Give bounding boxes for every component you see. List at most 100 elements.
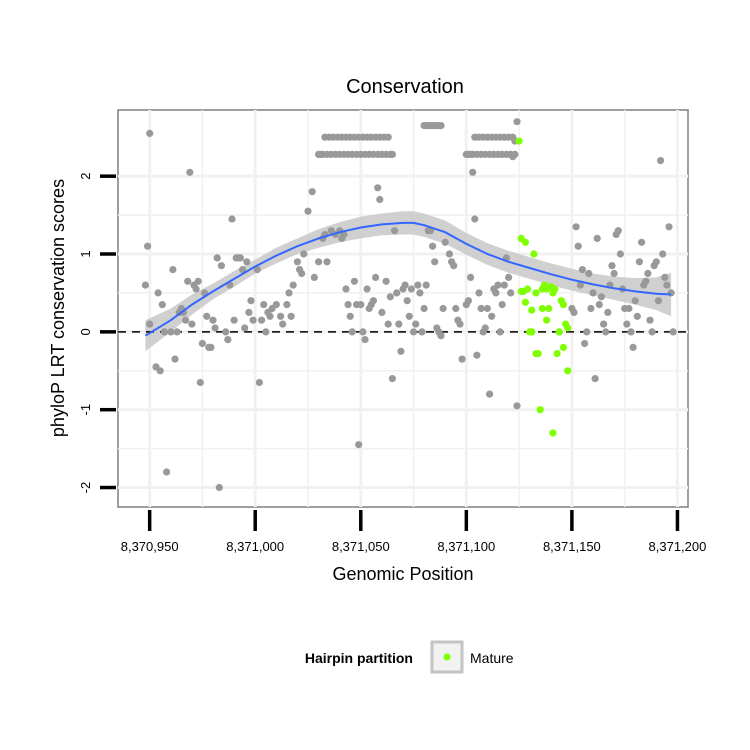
data-point — [186, 168, 194, 176]
data-point — [253, 266, 261, 274]
data-point — [488, 312, 496, 320]
data-point — [188, 320, 196, 328]
data-point — [467, 273, 475, 281]
data-point — [414, 281, 422, 289]
data-point — [171, 355, 179, 363]
mature-point — [532, 289, 540, 297]
data-point — [228, 215, 236, 223]
data-point — [372, 273, 380, 281]
data-point — [587, 304, 595, 313]
data-point — [627, 328, 635, 336]
data-point — [420, 304, 428, 313]
data-point — [431, 258, 439, 266]
data-point — [141, 281, 149, 289]
mature-point — [564, 367, 572, 375]
data-point — [475, 289, 483, 297]
x-axis-title: Genomic Position — [332, 564, 473, 584]
data-point — [507, 289, 515, 297]
data-point — [456, 320, 464, 328]
data-point — [224, 336, 232, 344]
data-point — [663, 281, 671, 289]
data-point — [616, 250, 625, 258]
data-point — [287, 312, 295, 320]
data-point — [350, 277, 358, 285]
mature-point — [515, 137, 523, 145]
data-point — [293, 258, 301, 266]
data-point — [203, 312, 211, 320]
legend-title: Hairpin partition — [305, 650, 413, 666]
data-point — [395, 320, 403, 328]
data-point — [249, 316, 257, 324]
data-point — [169, 266, 177, 274]
data-point — [595, 301, 603, 309]
confidence-band — [145, 211, 672, 352]
x-tick-label: 8,371,200 — [649, 539, 707, 554]
mature-point — [538, 304, 546, 313]
data-point — [473, 351, 481, 359]
grid-lines — [118, 110, 688, 507]
data-point — [146, 320, 154, 328]
data-point — [323, 258, 331, 266]
data-point — [258, 316, 266, 324]
data-point — [600, 320, 608, 328]
data-point — [625, 304, 633, 313]
data-point — [388, 150, 396, 158]
data-point — [422, 281, 430, 289]
data-point — [182, 316, 190, 324]
data-point — [393, 289, 401, 297]
data-point — [241, 324, 249, 332]
data-point — [376, 195, 384, 204]
mature-point — [536, 406, 544, 414]
data-point — [236, 254, 244, 262]
data-point — [437, 332, 445, 340]
y-tick-label: 1 — [78, 250, 93, 257]
data-point — [642, 277, 650, 285]
data-point — [239, 266, 247, 274]
data-point — [597, 293, 606, 301]
data-point — [207, 343, 215, 351]
data-point — [289, 281, 297, 289]
data-point — [570, 308, 578, 316]
data-point — [638, 238, 646, 246]
data-point — [315, 258, 323, 266]
mature-point — [524, 285, 532, 293]
data-point — [382, 277, 390, 285]
data-point — [500, 281, 508, 289]
y-tick-label: -1 — [78, 404, 93, 416]
data-point — [156, 367, 164, 375]
data-point — [635, 258, 644, 266]
data-point — [496, 328, 504, 336]
data-point — [471, 215, 479, 223]
mature-point — [521, 298, 530, 306]
data-point — [154, 289, 162, 297]
mature-point — [559, 301, 568, 309]
data-point — [481, 324, 489, 332]
data-point — [509, 133, 517, 141]
data-point — [407, 285, 415, 293]
data-point — [374, 184, 382, 192]
smooth-curve — [144, 221, 672, 337]
data-point — [359, 328, 367, 336]
data-point — [243, 258, 251, 266]
data-point — [279, 320, 287, 328]
data-point — [657, 157, 665, 165]
data-point — [357, 301, 365, 309]
mature-point — [530, 250, 538, 258]
mature-point — [559, 343, 568, 351]
data-point — [346, 312, 354, 320]
x-tick-label: 8,370,950 — [121, 539, 179, 554]
data-point — [629, 343, 637, 351]
panel-background — [117, 109, 689, 508]
y-axis: -2 -1 0 1 2 — [78, 173, 116, 493]
data-point — [348, 328, 356, 336]
data-point — [378, 308, 386, 316]
data-point — [623, 320, 631, 328]
mature-point — [543, 285, 551, 293]
data-point — [209, 316, 217, 324]
data-point — [384, 320, 392, 328]
data-point — [445, 250, 453, 258]
data-point — [217, 262, 225, 270]
data-point — [492, 289, 500, 297]
data-point — [477, 304, 485, 313]
data-point — [648, 328, 656, 336]
